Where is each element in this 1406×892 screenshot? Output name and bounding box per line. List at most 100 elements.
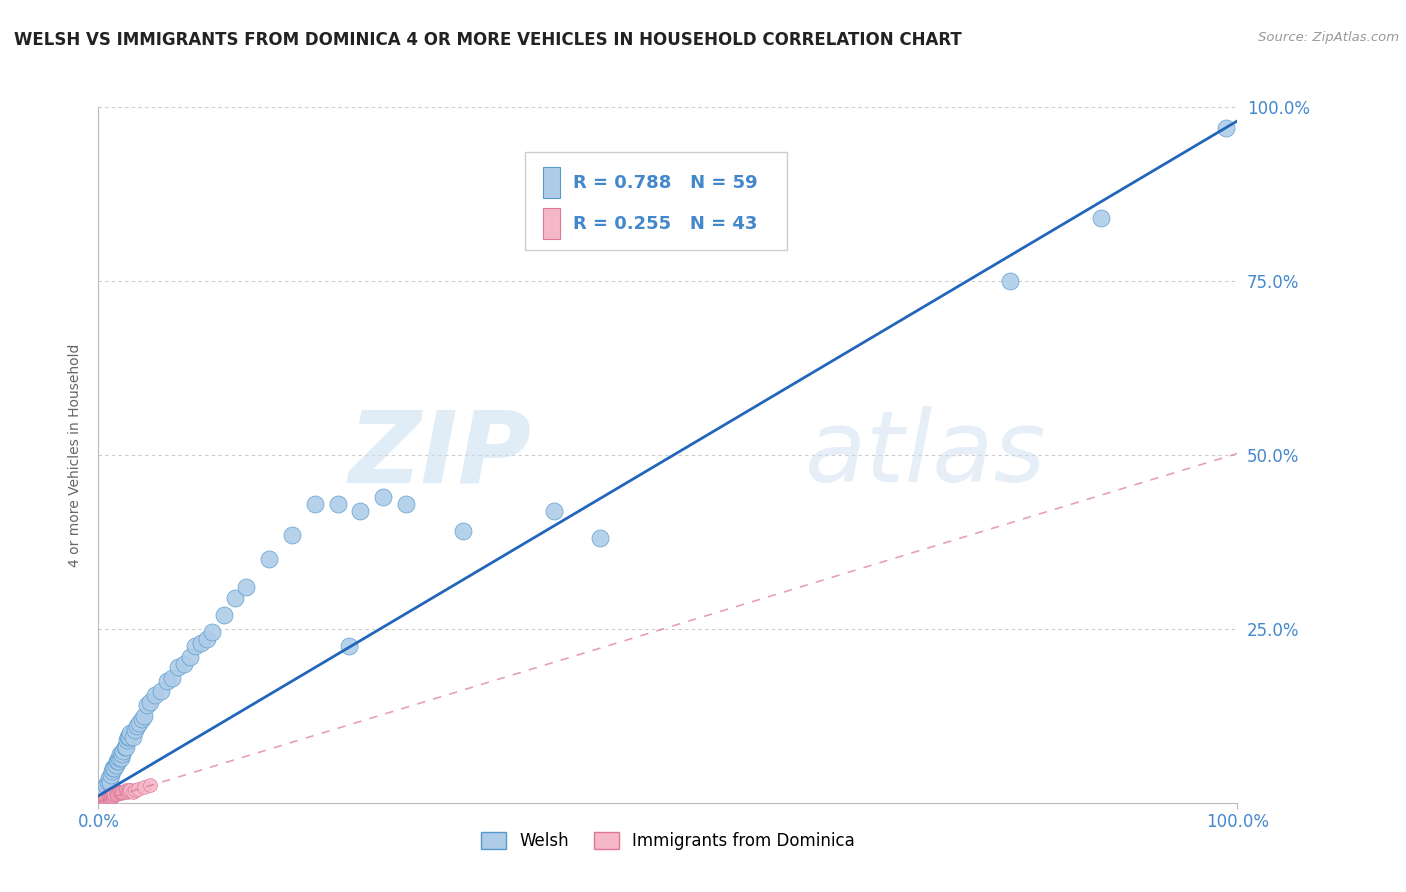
Point [97,790,120,805]
Point [96,790,118,805]
Text: ZIP: ZIP [349,407,531,503]
Point [97,789,120,803]
Point [96,791,118,805]
Point [93,792,115,806]
Point [588,532,610,546]
Point [110,786,132,800]
Point [103,789,125,803]
Point [998,274,1021,288]
Point [107,754,129,768]
Point [179,649,201,664]
Point [112,785,135,799]
Point [162,671,184,685]
Point [543,503,565,517]
Point [118,730,141,744]
Point [108,785,131,799]
Point [127,781,149,796]
Point [337,639,360,653]
FancyBboxPatch shape [543,167,560,198]
Point [451,524,474,539]
Point [103,761,125,775]
Point [115,785,138,799]
Point [117,730,139,744]
Point [115,733,138,747]
Point [101,788,124,802]
Point [138,778,160,793]
Point [114,784,136,798]
Point [112,744,135,758]
Point [104,788,127,802]
Point [94,792,117,806]
Point [1090,211,1112,226]
Point [104,786,127,800]
Point [98,775,121,789]
Point [156,674,179,689]
Point [173,657,195,671]
Point [124,783,146,797]
Point [103,761,125,775]
Point [105,754,128,768]
Point [120,782,142,797]
Point [96,789,118,804]
Point [190,636,212,650]
Point [103,787,125,801]
Point [132,708,155,723]
Point [349,503,371,517]
Point [167,660,190,674]
Point [104,757,127,772]
Point [224,591,246,605]
Point [97,772,120,786]
Point [100,789,122,803]
Text: Source: ZipAtlas.com: Source: ZipAtlas.com [1258,31,1399,45]
Point [145,688,167,702]
Point [100,768,122,782]
Point [132,780,155,795]
Point [114,740,136,755]
Point [108,750,131,764]
FancyBboxPatch shape [543,208,560,239]
Point [94,791,117,805]
Point [96,778,118,793]
Point [108,785,131,799]
Point [101,764,124,779]
Point [110,785,132,799]
Point [212,607,235,622]
Point [114,783,136,797]
Point [111,747,134,761]
Point [131,712,153,726]
Point [118,783,141,797]
FancyBboxPatch shape [526,153,787,250]
Point [326,497,349,511]
Point [110,750,132,764]
Point [120,726,142,740]
Point [101,789,124,804]
Point [136,698,159,713]
Point [395,497,418,511]
Text: R = 0.255   N = 43: R = 0.255 N = 43 [574,215,758,233]
Point [124,723,146,737]
Point [195,632,218,647]
Point [121,730,143,744]
Point [117,784,139,798]
Text: atlas: atlas [804,407,1046,503]
Point [98,788,121,802]
Text: WELSH VS IMMIGRANTS FROM DOMINICA 4 OR MORE VEHICLES IN HOUSEHOLD CORRELATION CH: WELSH VS IMMIGRANTS FROM DOMINICA 4 OR M… [14,31,962,49]
Point [98,789,121,804]
Point [128,715,150,730]
Point [371,490,394,504]
Point [111,785,134,799]
Point [235,580,257,594]
Point [1215,120,1237,135]
Point [150,684,173,698]
Y-axis label: 4 or more Vehicles in Household: 4 or more Vehicles in Household [69,343,83,566]
Point [304,497,326,511]
Point [138,695,160,709]
Text: R = 0.788   N = 59: R = 0.788 N = 59 [574,174,758,192]
Point [103,787,125,801]
Point [259,552,281,566]
Point [114,740,136,755]
Point [107,786,129,800]
Point [103,788,125,802]
Point [201,625,224,640]
Point [108,747,131,761]
